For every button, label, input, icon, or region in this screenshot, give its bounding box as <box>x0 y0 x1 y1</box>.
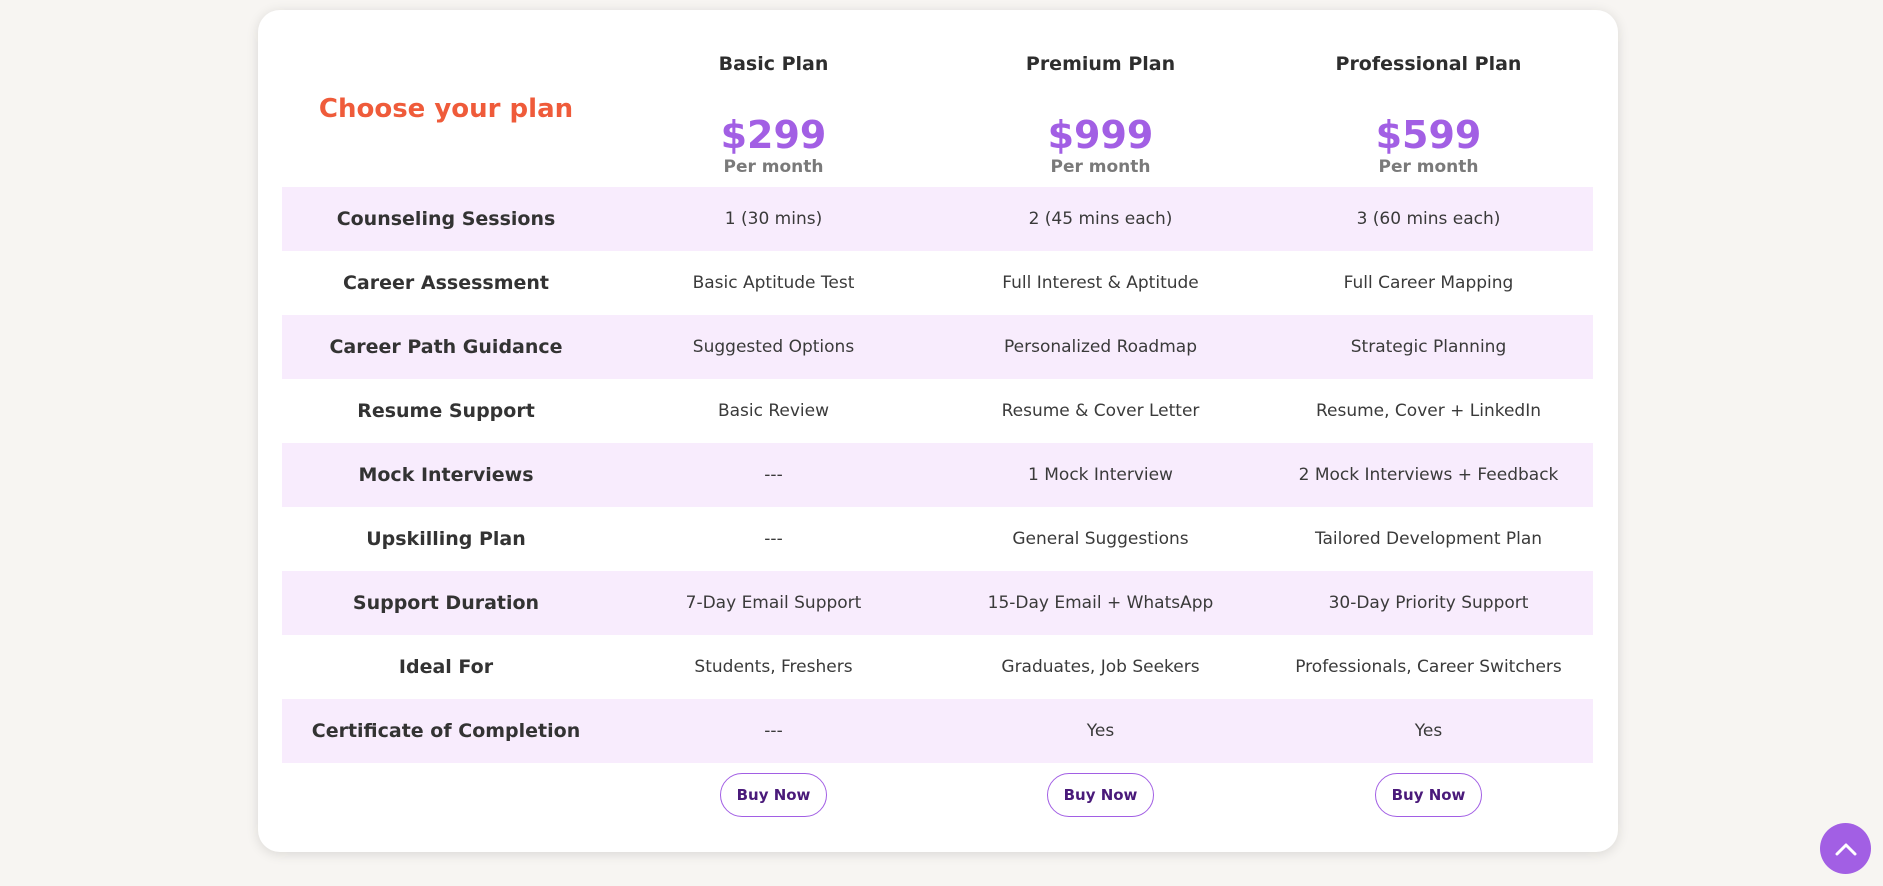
feature-value-professional: 30-Day Priority Support <box>1328 593 1529 613</box>
feature-value-professional: Resume, Cover + LinkedIn <box>1315 401 1542 421</box>
plan-price: $599 <box>1375 113 1482 157</box>
choose-plan-title: Choose your plan <box>318 94 574 124</box>
feature-label: Ideal For <box>398 656 494 678</box>
feature-value-professional: Full Career Mapping <box>1343 273 1514 293</box>
feature-row-career-path-guidance: Career Path Guidance Suggested Options P… <box>282 315 1593 379</box>
pricing-card: Choose your plan Basic Plan $299 Per mon… <box>258 10 1618 852</box>
buy-cell-basic: Buy Now <box>610 773 937 817</box>
feature-row-ideal-for: Ideal For Students, Freshers Graduates, … <box>282 635 1593 699</box>
feature-value-professional: Strategic Planning <box>1350 337 1507 357</box>
feature-label: Support Duration <box>352 592 540 614</box>
feature-row-career-assessment: Career Assessment Basic Aptitude Test Fu… <box>282 251 1593 315</box>
plan-header-premium: Premium Plan $999 Per month <box>937 10 1264 177</box>
plan-period: Per month <box>723 157 824 177</box>
plan-name: Professional Plan <box>1335 53 1522 75</box>
plan-name: Premium Plan <box>1025 53 1176 75</box>
plan-period: Per month <box>1050 157 1151 177</box>
feature-value-basic: --- <box>764 529 783 549</box>
feature-value-basic: --- <box>764 721 783 741</box>
feature-row-support-duration: Support Duration 7-Day Email Support 15-… <box>282 571 1593 635</box>
feature-row-resume-support: Resume Support Basic Review Resume & Cov… <box>282 379 1593 443</box>
feature-value-premium: 1 Mock Interview <box>1028 465 1173 485</box>
feature-label: Mock Interviews <box>358 464 534 486</box>
plan-name: Basic Plan <box>718 53 829 75</box>
buy-now-button-professional[interactable]: Buy Now <box>1375 773 1482 817</box>
plan-price: $999 <box>1047 113 1154 157</box>
title-cell: Choose your plan <box>282 10 610 124</box>
buy-now-button-basic[interactable]: Buy Now <box>720 773 827 817</box>
feature-value-professional: 3 (60 mins each) <box>1356 209 1501 229</box>
feature-value-premium: Full Interest & Aptitude <box>1002 273 1199 293</box>
feature-label: Counseling Sessions <box>336 208 556 230</box>
feature-row-counseling-sessions: Counseling Sessions 1 (30 mins) 2 (45 mi… <box>282 187 1593 251</box>
feature-value-basic: --- <box>764 465 783 485</box>
feature-value-basic: Suggested Options <box>692 337 855 357</box>
feature-value-professional: Yes <box>1414 721 1443 741</box>
feature-value-professional: Professionals, Career Switchers <box>1295 657 1562 677</box>
buy-now-button-premium[interactable]: Buy Now <box>1047 773 1154 817</box>
feature-value-premium: Yes <box>1086 721 1115 741</box>
feature-row-mock-interviews: Mock Interviews --- 1 Mock Interview 2 M… <box>282 443 1593 507</box>
buy-cell-premium: Buy Now <box>937 773 1264 817</box>
feature-value-basic: 1 (30 mins) <box>724 209 823 229</box>
feature-value-premium: Personalized Roadmap <box>1004 337 1197 357</box>
feature-label: Career Assessment <box>342 272 549 294</box>
feature-label: Career Path Guidance <box>329 336 563 358</box>
feature-label: Certificate of Completion <box>311 720 581 742</box>
scroll-to-top-button[interactable] <box>1820 823 1871 874</box>
feature-label: Upskilling Plan <box>366 528 526 550</box>
pricing-table: Choose your plan Basic Plan $299 Per mon… <box>282 10 1593 827</box>
feature-value-professional: 2 Mock Interviews + Feedback <box>1298 465 1559 485</box>
feature-value-premium: Resume & Cover Letter <box>1001 401 1200 421</box>
feature-label: Resume Support <box>357 400 535 422</box>
buy-row: Buy Now Buy Now Buy Now <box>282 763 1593 827</box>
feature-value-premium: Graduates, Job Seekers <box>1001 657 1200 677</box>
feature-value-basic: Basic Aptitude Test <box>692 273 855 293</box>
feature-value-premium: 2 (45 mins each) <box>1028 209 1173 229</box>
chevron-up-icon <box>1835 843 1856 855</box>
feature-value-premium: General Suggestions <box>1012 529 1189 549</box>
feature-value-basic: Basic Review <box>717 401 830 421</box>
buy-cell-professional: Buy Now <box>1264 773 1593 817</box>
feature-row-upskilling-plan: Upskilling Plan --- General Suggestions … <box>282 507 1593 571</box>
plan-header-professional: Professional Plan $599 Per month <box>1264 10 1593 177</box>
feature-value-basic: Students, Freshers <box>694 657 853 677</box>
plan-price: $299 <box>720 113 827 157</box>
feature-row-certificate: Certificate of Completion --- Yes Yes <box>282 699 1593 763</box>
feature-value-professional: Tailored Development Plan <box>1314 529 1543 549</box>
feature-value-premium: 15-Day Email + WhatsApp <box>987 593 1214 613</box>
plan-header-basic: Basic Plan $299 Per month <box>610 10 937 177</box>
feature-value-basic: 7-Day Email Support <box>685 593 862 613</box>
plan-period: Per month <box>1378 157 1479 177</box>
pricing-header-row: Choose your plan Basic Plan $299 Per mon… <box>282 10 1593 187</box>
